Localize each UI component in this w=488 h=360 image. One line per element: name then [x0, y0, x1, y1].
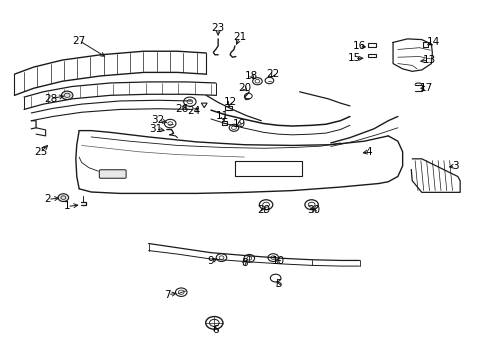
Text: 31: 31 [149, 124, 162, 134]
Text: 23: 23 [211, 23, 224, 33]
Text: 27: 27 [72, 36, 85, 46]
Text: 7: 7 [164, 290, 171, 300]
Text: 22: 22 [266, 69, 279, 79]
Text: 28: 28 [44, 94, 57, 104]
Text: 5: 5 [274, 279, 281, 289]
Bar [367, 43, 375, 47]
Text: 4: 4 [365, 147, 372, 157]
Text: 1: 1 [64, 202, 70, 211]
Text: 11: 11 [216, 112, 229, 121]
Text: 12: 12 [223, 98, 236, 107]
Circle shape [61, 91, 73, 100]
Text: 24: 24 [187, 106, 201, 116]
Text: 29: 29 [257, 205, 270, 215]
Text: 6: 6 [212, 325, 219, 335]
Text: 32: 32 [151, 115, 164, 125]
Bar [225, 106, 232, 110]
Text: 17: 17 [419, 83, 432, 93]
Text: 19: 19 [233, 118, 246, 129]
Text: 25: 25 [34, 147, 47, 157]
Text: 9: 9 [207, 256, 214, 266]
Text: 20: 20 [238, 83, 250, 93]
Text: 2: 2 [44, 194, 51, 204]
Text: 8: 8 [241, 258, 247, 268]
Text: 10: 10 [271, 256, 284, 266]
Text: 14: 14 [427, 37, 440, 48]
Text: 30: 30 [307, 205, 320, 215]
Circle shape [58, 194, 68, 202]
Bar [367, 54, 375, 57]
Text: 13: 13 [422, 55, 435, 65]
Text: 26: 26 [175, 104, 188, 114]
Text: 18: 18 [244, 71, 258, 81]
Text: 16: 16 [352, 41, 366, 51]
FancyBboxPatch shape [99, 170, 126, 178]
Text: 3: 3 [451, 161, 458, 171]
Text: 15: 15 [347, 53, 361, 63]
Text: 21: 21 [233, 32, 246, 42]
